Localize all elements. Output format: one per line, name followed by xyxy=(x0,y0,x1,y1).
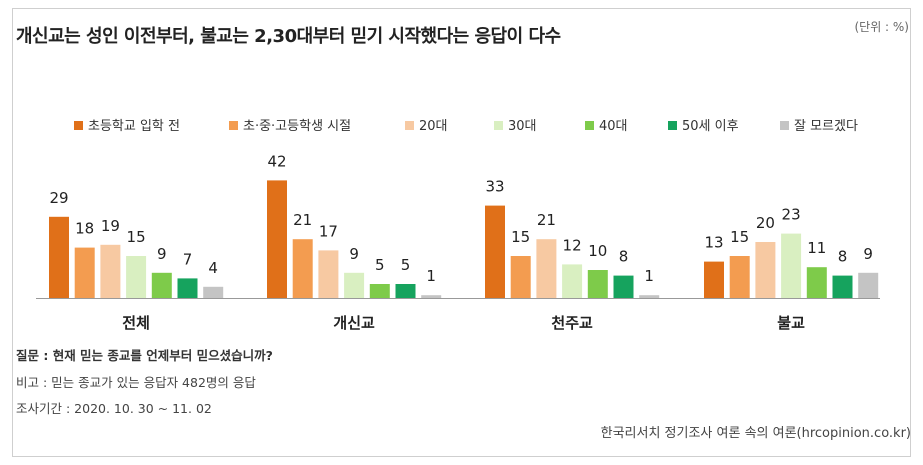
bar xyxy=(74,247,95,298)
source-credit: 한국리서치 정기조사 여론 속의 여론(hrcopinion.co.kr) xyxy=(600,426,911,441)
bar-value-label: 5 xyxy=(375,256,385,274)
bar xyxy=(587,270,608,298)
bar xyxy=(126,256,147,298)
category-group: 33 15 21 12 10 81 xyxy=(485,178,660,298)
bar-value-label: 10 xyxy=(588,242,607,260)
bar-value-label: 8 xyxy=(838,248,848,266)
legend-swatch xyxy=(585,121,594,130)
bar-value-label: 15 xyxy=(127,228,146,246)
legend-label: 50세 이후 xyxy=(682,119,739,134)
survey-period: 조사기간 : 2020. 10. 30 ~ 11. 02 xyxy=(16,401,212,416)
bar-value-label: 20 xyxy=(756,214,775,232)
legend-label: 30대 xyxy=(508,119,537,134)
legend-item: 초·중·고등학생 시절 xyxy=(229,119,351,134)
bar xyxy=(395,284,416,298)
legend-item: 40대 xyxy=(585,119,628,134)
bar-value-label: 18 xyxy=(75,220,94,238)
bar xyxy=(49,216,69,298)
bar xyxy=(704,261,724,298)
bar xyxy=(318,250,339,298)
bar-value-label: 4 xyxy=(208,259,218,277)
bar-value-label: 21 xyxy=(293,211,312,229)
legend-label: 잘 모르겠다 xyxy=(794,119,858,134)
legend-swatch xyxy=(229,121,238,130)
bar-value-label: 15 xyxy=(730,228,749,246)
bar xyxy=(755,242,776,298)
bar-value-label: 21 xyxy=(537,211,556,229)
bar xyxy=(613,275,634,298)
bar-value-label: 5 xyxy=(401,256,411,274)
bar xyxy=(510,256,531,298)
bar-value-label: 9 xyxy=(863,245,873,263)
bar-value-label: 9 xyxy=(349,245,359,263)
legend-label: 40대 xyxy=(599,119,628,134)
category-group: 13 15 20 23 11 8 9 xyxy=(704,206,879,298)
bar xyxy=(639,295,660,298)
bar xyxy=(485,205,505,298)
bar xyxy=(344,272,365,298)
legend-label: 초·중·고등학생 시절 xyxy=(243,119,351,134)
bar-value-label: 42 xyxy=(267,152,286,170)
bar xyxy=(806,267,827,298)
bar xyxy=(203,286,224,298)
bar-value-label: 12 xyxy=(563,236,582,254)
sample-note: 비고 : 믿는 종교가 있는 응답자 482명의 응답 xyxy=(16,375,256,390)
bar xyxy=(292,239,313,298)
chart-title: 개신교는 성인 이전부터, 불교는 2,30대부터 믿기 시작했다는 응답이 다… xyxy=(16,26,561,47)
bar-value-label: 7 xyxy=(183,250,193,268)
legend-item: 20대 xyxy=(405,119,448,134)
bar-value-label: 23 xyxy=(782,206,801,224)
bar-value-label: 1 xyxy=(644,267,654,285)
bar-value-label: 19 xyxy=(101,217,120,235)
bar-value-label: 11 xyxy=(807,239,826,257)
survey-question: 질문 : 현재 믿는 종교를 언제부터 믿으셨습니까? xyxy=(16,348,273,363)
bar-value-label: 9 xyxy=(157,245,167,263)
category-label: 개신교 xyxy=(333,314,375,332)
legend-item: 30대 xyxy=(494,119,537,134)
bar xyxy=(536,239,557,298)
bar xyxy=(858,272,879,298)
category-label: 천주교 xyxy=(551,314,593,332)
bar-value-label: 29 xyxy=(49,189,68,207)
legend-item: 초등학교 입학 전 xyxy=(74,119,180,134)
bar xyxy=(729,256,750,298)
legend-swatch xyxy=(494,121,503,130)
legend-item: 잘 모르겠다 xyxy=(780,119,858,134)
bar xyxy=(562,264,583,298)
legend-swatch xyxy=(668,121,677,130)
legend-swatch xyxy=(405,121,414,130)
bar-value-label: 33 xyxy=(485,178,504,196)
bar xyxy=(177,278,198,298)
category-group: 29 18 19 15 9 7 4 xyxy=(49,189,224,298)
bar-value-label: 15 xyxy=(511,228,530,246)
legend-label: 20대 xyxy=(419,119,448,134)
bar-value-label: 13 xyxy=(704,234,723,252)
bar xyxy=(421,295,442,298)
category-label: 전체 xyxy=(122,314,150,332)
bar xyxy=(100,244,121,298)
legend-swatch xyxy=(780,121,789,130)
chart-frame xyxy=(12,8,911,457)
legend-label: 초등학교 입학 전 xyxy=(88,119,180,134)
legend-item: 50세 이후 xyxy=(668,119,739,134)
category-label: 불교 xyxy=(777,314,805,332)
bar xyxy=(781,233,802,298)
bar-value-label: 8 xyxy=(619,248,629,266)
bar xyxy=(151,272,172,298)
bar-value-label: 1 xyxy=(426,267,436,285)
bar xyxy=(267,180,287,298)
category-labels: 전체 개신교 천주교 불교 xyxy=(122,314,805,332)
unit-label: (단위 : %) xyxy=(854,20,909,34)
legend-swatch xyxy=(74,121,83,130)
bar xyxy=(832,275,853,298)
bar-value-label: 17 xyxy=(319,222,338,240)
legend: 초등학교 입학 전 초·중·고등학생 시절 20대 30대 40대 50세 이후 잘 모르겠… xyxy=(74,119,858,134)
bar xyxy=(369,284,390,298)
